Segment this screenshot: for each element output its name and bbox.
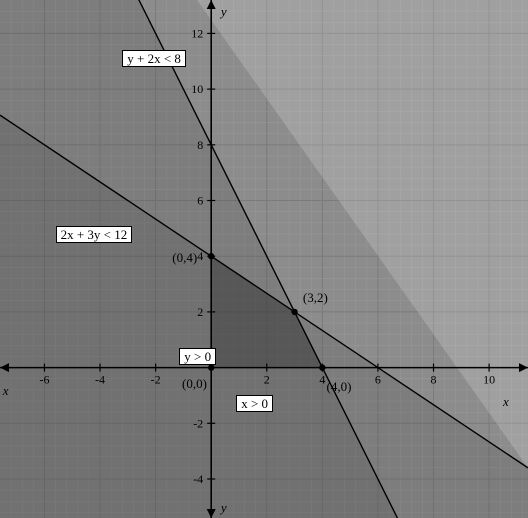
inequality-plot: -6 -4 -2 2 4 6 8 10 -4 -2 2 4 6 8 10 12 xyxy=(0,0,528,518)
svg-text:4: 4 xyxy=(197,249,203,263)
svg-text:2: 2 xyxy=(197,305,203,319)
svg-text:-2: -2 xyxy=(151,373,161,387)
svg-text:-6: -6 xyxy=(39,373,49,387)
svg-text:10: 10 xyxy=(191,82,203,96)
label-line1: y + 2x < 8 xyxy=(122,50,186,67)
svg-text:-4: -4 xyxy=(193,472,203,486)
svg-text:6: 6 xyxy=(375,373,381,387)
label-line2: 2x + 3y < 12 xyxy=(56,226,133,243)
svg-text:10: 10 xyxy=(483,373,495,387)
axis-x-right: x xyxy=(503,394,509,410)
pt-label-0-0: (0,0) xyxy=(182,377,207,390)
pt-label-3-2: (3,2) xyxy=(303,291,328,304)
axis-x-left: x xyxy=(3,383,9,399)
svg-text:-4: -4 xyxy=(95,373,105,387)
pt-label-0-4: (0,4) xyxy=(172,251,197,264)
svg-text:8: 8 xyxy=(197,138,203,152)
svg-text:4: 4 xyxy=(319,373,325,387)
pt-label-4-0: (4,0) xyxy=(327,380,352,393)
svg-text:12: 12 xyxy=(191,26,203,40)
svg-text:2: 2 xyxy=(264,373,270,387)
label-xgt0: x > 0 xyxy=(236,395,273,412)
label-ygt0: y > 0 xyxy=(179,348,216,365)
svg-text:-2: -2 xyxy=(193,416,203,430)
axis-y-top: y xyxy=(221,4,227,20)
axis-y-bottom: y xyxy=(221,500,227,516)
svg-text:6: 6 xyxy=(197,194,203,208)
svg-text:8: 8 xyxy=(431,373,437,387)
